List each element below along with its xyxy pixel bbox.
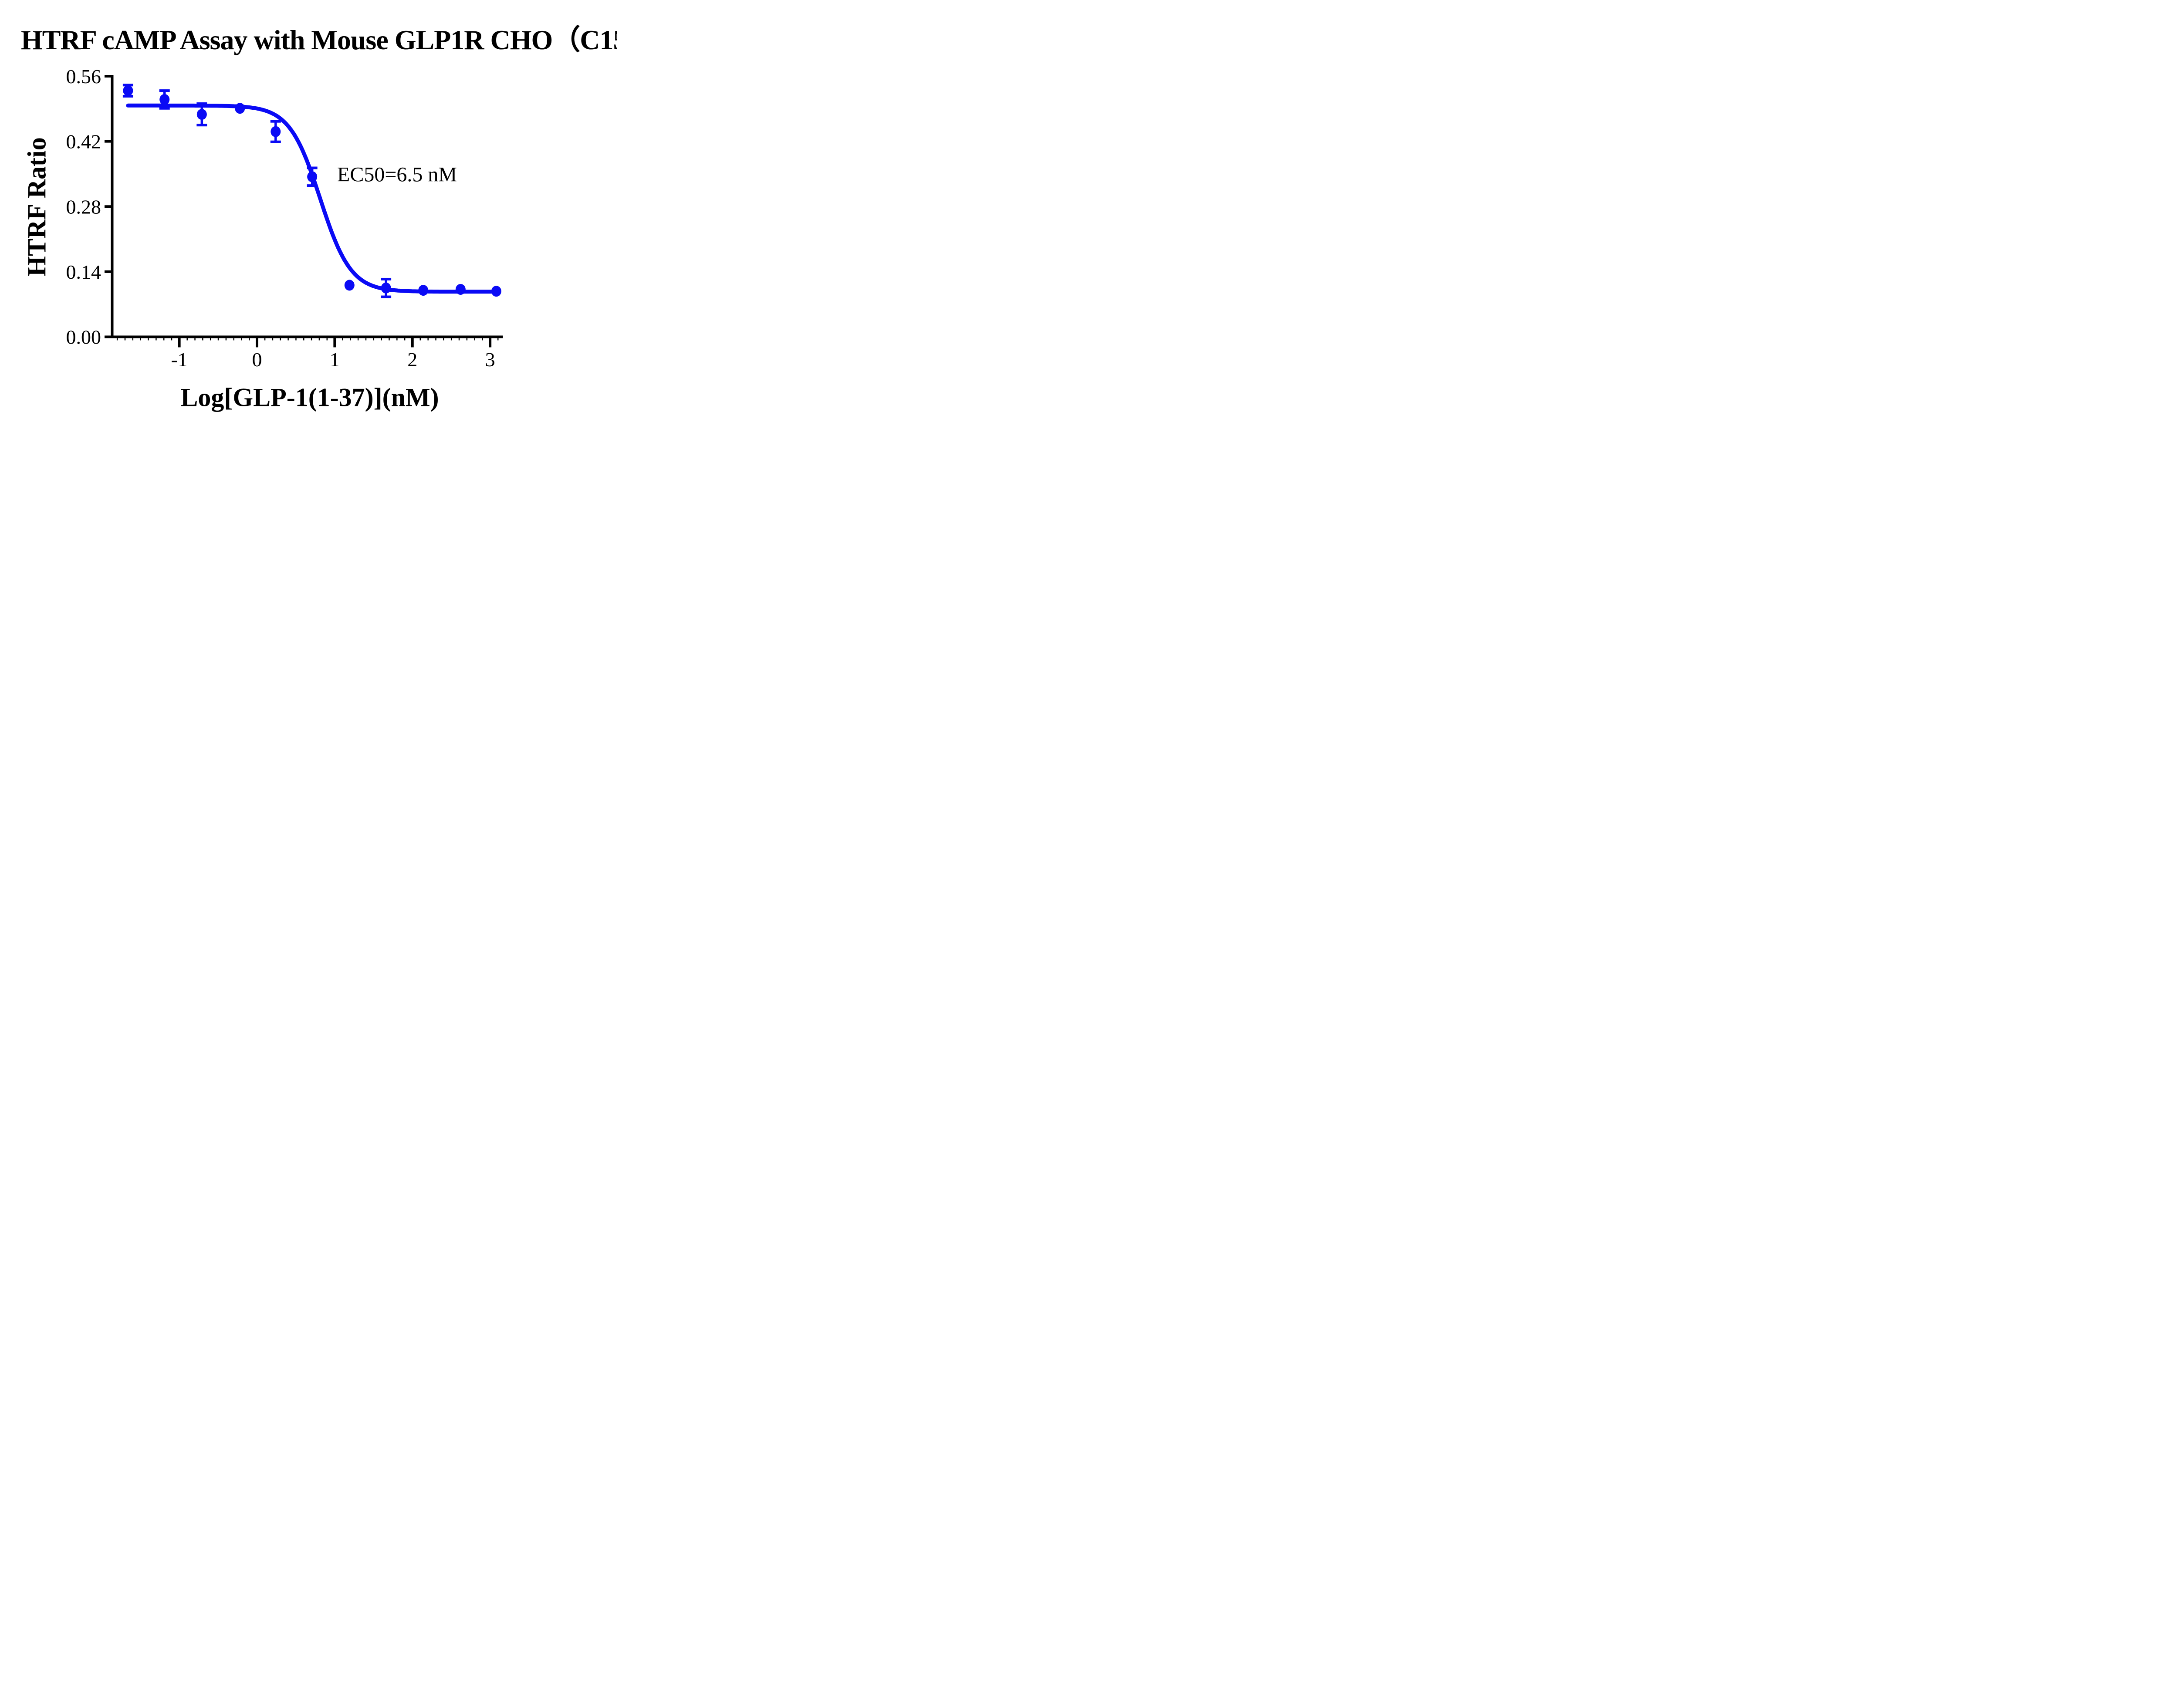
error-bar-cap-top xyxy=(270,120,281,123)
x-tick xyxy=(256,338,258,348)
x-axis-line xyxy=(109,335,503,338)
data-point xyxy=(123,85,133,96)
error-bar-cap-bottom xyxy=(307,184,318,187)
x-minor-tick xyxy=(233,338,234,341)
x-minor-tick xyxy=(419,338,421,341)
x-minor-tick xyxy=(365,338,367,341)
error-bar-cap-top xyxy=(122,84,133,87)
x-minor-tick xyxy=(443,338,444,341)
data-point xyxy=(381,282,391,294)
x-minor-tick xyxy=(186,338,188,341)
x-minor-tick xyxy=(404,338,406,341)
error-bar-cap-top xyxy=(307,166,318,169)
error-bar-cap-bottom xyxy=(159,107,170,110)
x-minor-tick xyxy=(389,338,390,341)
data-point xyxy=(307,171,318,182)
y-axis-line xyxy=(111,75,114,338)
fit-curve xyxy=(126,103,498,294)
y-tick-label: 0.14 xyxy=(66,261,101,283)
x-minor-tick xyxy=(458,338,460,341)
y-tick xyxy=(105,140,111,143)
x-minor-tick xyxy=(140,338,141,341)
x-minor-tick xyxy=(396,338,398,341)
y-tick xyxy=(105,270,111,273)
x-minor-tick xyxy=(450,338,452,341)
x-minor-tick xyxy=(116,338,118,341)
ec50-annotation: EC50=6.5 nM xyxy=(337,163,457,186)
error-bar-cap-top xyxy=(196,102,207,105)
error-bar-cap-bottom xyxy=(196,124,207,127)
y-tick xyxy=(105,205,111,208)
x-tick-label: 2 xyxy=(407,348,417,371)
x-tick xyxy=(411,338,414,348)
data-point xyxy=(159,94,170,105)
x-minor-tick xyxy=(241,338,242,341)
x-minor-tick xyxy=(132,338,134,341)
data-point xyxy=(418,285,429,296)
x-minor-tick xyxy=(435,338,436,341)
x-minor-tick xyxy=(474,338,475,341)
x-minor-tick xyxy=(373,338,375,341)
x-tick xyxy=(178,338,181,348)
error-bar-cap-bottom xyxy=(270,140,281,143)
x-minor-tick xyxy=(210,338,211,341)
error-bar-cap-bottom xyxy=(122,95,133,98)
x-minor-tick xyxy=(163,338,165,341)
data-point xyxy=(196,109,207,120)
x-minor-tick xyxy=(311,338,312,341)
x-minor-tick xyxy=(482,338,483,341)
x-minor-tick xyxy=(318,338,320,341)
x-minor-tick xyxy=(497,338,499,341)
y-tick-label: 0.56 xyxy=(66,65,101,88)
y-tick-label: 0.00 xyxy=(66,326,101,348)
x-tick xyxy=(489,338,492,348)
y-tick xyxy=(105,335,111,338)
y-tick xyxy=(105,75,111,78)
x-minor-tick xyxy=(156,338,157,341)
figure: HTRF cAMP Assay with Mouse GLP1R CHO（C15… xyxy=(0,0,617,427)
x-minor-tick xyxy=(295,338,297,341)
y-tick-label: 0.28 xyxy=(66,196,101,218)
data-point xyxy=(271,126,281,137)
x-minor-tick xyxy=(381,338,382,341)
x-tick-label: 1 xyxy=(330,348,340,371)
x-minor-tick xyxy=(171,338,172,341)
x-minor-tick xyxy=(342,338,343,341)
x-minor-tick xyxy=(287,338,289,341)
x-minor-tick xyxy=(303,338,304,341)
plot-area: 0.56 0.42 0.28 0.14 0.00 -1 0 1 2 3 xyxy=(66,65,503,371)
x-minor-tick xyxy=(225,338,227,341)
data-point xyxy=(455,284,466,295)
x-minor-tick xyxy=(202,338,203,341)
x-minor-tick xyxy=(350,338,351,341)
x-minor-tick xyxy=(357,338,359,341)
x-minor-tick xyxy=(249,338,250,341)
x-minor-tick xyxy=(217,338,219,341)
x-minor-tick xyxy=(326,338,328,341)
x-minor-tick xyxy=(264,338,266,341)
x-tick-label: -1 xyxy=(171,348,187,371)
x-tick xyxy=(333,338,336,348)
x-minor-tick xyxy=(272,338,274,341)
error-bar-cap-bottom xyxy=(381,295,392,298)
x-minor-tick xyxy=(280,338,281,341)
x-axis-label: Log[GLP-1(1-37)](nM) xyxy=(180,383,439,412)
x-minor-tick xyxy=(466,338,468,341)
data-point xyxy=(235,103,245,114)
x-minor-tick xyxy=(148,338,149,341)
x-tick-label: 3 xyxy=(485,348,495,371)
y-tick-label: 0.42 xyxy=(66,131,101,153)
error-bar-cap-top xyxy=(159,89,170,92)
x-tick-label: 0 xyxy=(252,348,262,371)
x-minor-tick xyxy=(194,338,196,341)
data-point xyxy=(491,286,501,297)
x-minor-tick xyxy=(124,338,126,341)
data-point xyxy=(344,280,355,291)
x-minor-tick xyxy=(427,338,429,341)
chart-title: HTRF cAMP Assay with Mouse GLP1R CHO（C15… xyxy=(21,24,617,55)
error-bar-cap-top xyxy=(381,277,392,280)
